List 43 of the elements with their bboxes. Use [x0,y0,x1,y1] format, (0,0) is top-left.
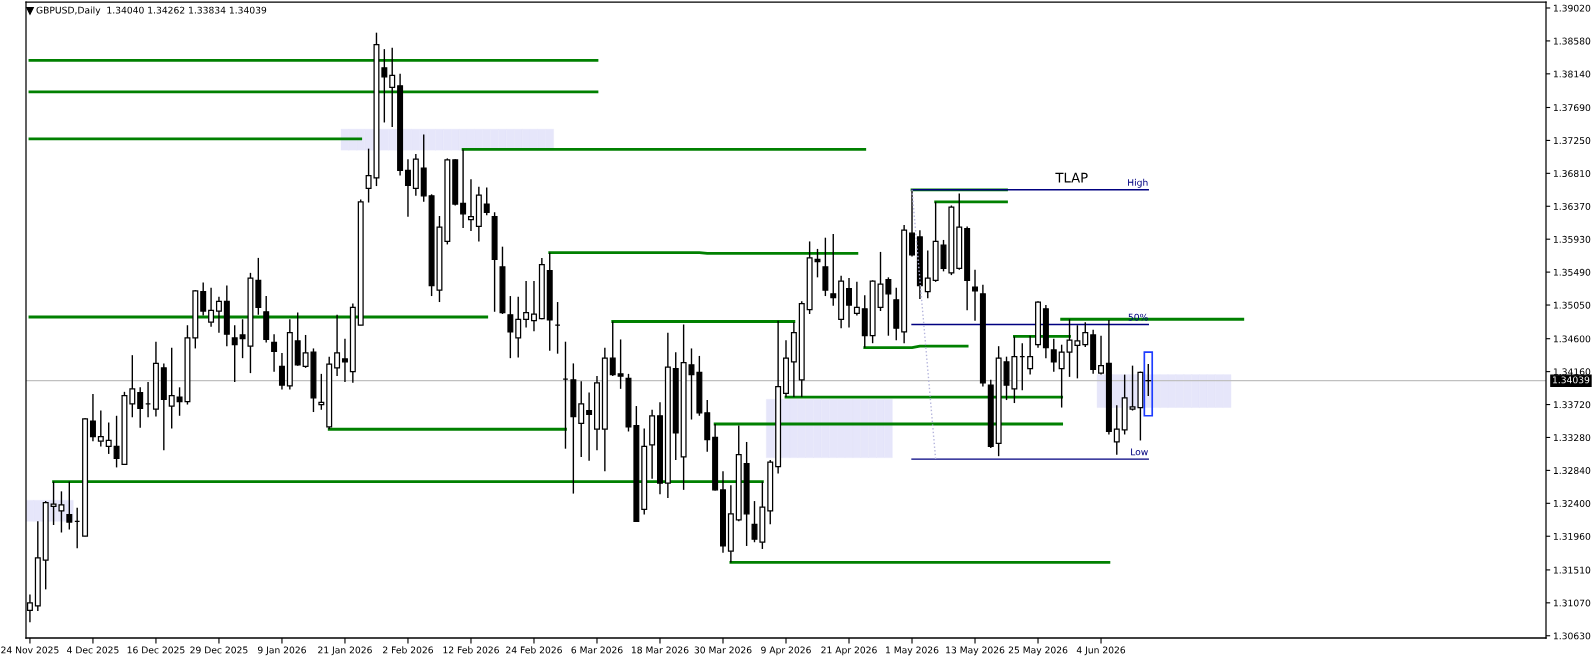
y-tick-label: 1.39020 [1553,4,1591,12]
x-tick-label: 21 Jan 2026 [318,646,372,656]
x-tick-label: 30 Mar 2026 [694,646,752,654]
x-tick-label: 4 Jun 2026 [1076,646,1126,656]
x-tick-label: 18 Mar 2026 [631,646,689,654]
y-tick-label: 1.37690 [1553,104,1591,112]
y-tick-label: 1.31070 [1553,599,1591,607]
y-tick-label: 1.35490 [1553,268,1591,276]
y-tick-label: 1.36370 [1553,202,1591,210]
x-tick-label: 4 Dec 2025 [67,646,119,654]
y-tick-label: 1.32400 [1553,500,1591,507]
y-tick-label: 1.38580 [1553,37,1591,45]
x-tick-label: 16 Dec 2025 [127,646,185,654]
x-tick-label: 6 Mar 2026 [571,646,623,654]
ref-line-label: 1.34039 [1553,376,1590,384]
series-label: Low [1131,448,1148,456]
y-tick-label: 1.37250 [1553,137,1591,145]
y-tick-label: 1.34600 [1553,335,1591,343]
y-tick-label: 1.33720 [1553,401,1591,409]
chart-title: GBPUSD,Daily 1.34040 1.34262 1.33834 1.34039 [36,6,267,16]
x-tick-label: 12 Feb 2026 [443,646,499,654]
annotation: TLAP [1055,172,1088,183]
y-tick-label: 1.35050 [1553,301,1591,309]
series-label: High [1128,178,1148,188]
x-tick-label: 2 Feb 2026 [383,646,433,654]
x-tick-label: 9 Jan 2026 [257,646,306,656]
y-tick-label: 1.33280 [1553,434,1591,442]
x-tick-label: 21 Apr 2026 [821,646,877,656]
y-tick-label: 1.31960 [1553,532,1591,540]
x-tick-label: 13 May 2026 [946,646,1005,656]
x-tick-label: 24 Feb 2026 [506,646,562,654]
y-tick-label: 1.38140 [1553,70,1591,78]
x-tick-label: 9 Apr 2026 [761,646,811,656]
y-tick-label: 1.35930 [1553,235,1591,243]
x-tick-label: 29 Dec 2025 [190,646,248,654]
x-tick-label: 1 May 2026 [886,646,939,656]
y-tick-label: 1.36810 [1553,170,1591,177]
x-tick-label: 25 May 2026 [1008,646,1068,656]
y-tick-label: 1.32840 [1553,467,1591,475]
y-tick-label: 1.34160 [1553,368,1591,376]
y-tick-label: 1.30630 [1553,632,1591,640]
x-tick-label: 24 Nov 2025 [1,646,59,654]
y-tick-label: 1.31510 [1553,566,1591,574]
